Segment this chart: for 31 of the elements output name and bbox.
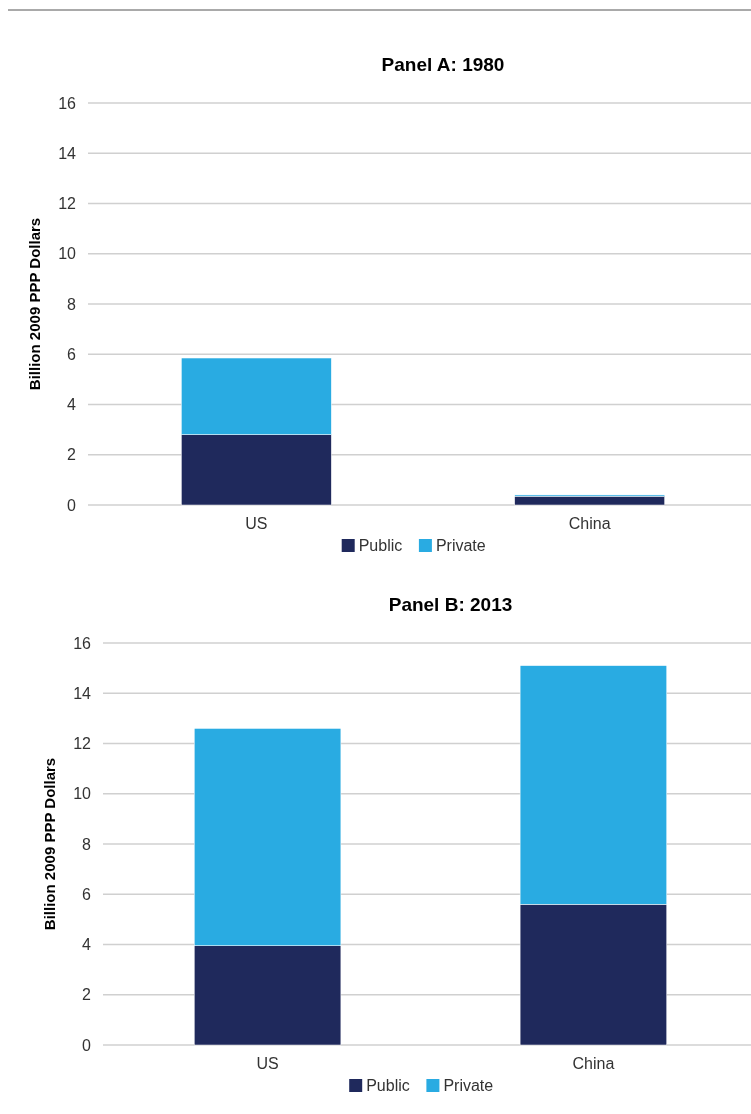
legend-label: Public	[366, 1077, 410, 1094]
x-tick-label: US	[245, 515, 268, 532]
y-tick-label: 10	[58, 245, 77, 263]
y-tick-label: 6	[67, 345, 77, 363]
y-tick-label: 12	[58, 195, 77, 213]
x-tick-label: China	[568, 515, 611, 532]
y-axis-title: Billion 2009 PPP Dollars	[26, 217, 43, 391]
chart-title: Panel B: 2013	[388, 594, 513, 615]
y-tick-label: 0	[82, 1036, 92, 1054]
y-tick-label: 16	[73, 634, 92, 652]
chart-title: Panel A: 1980	[381, 54, 505, 75]
y-tick-label: 4	[67, 396, 77, 414]
y-axis-title: Billion 2009 PPP Dollars	[41, 757, 58, 931]
bar	[514, 495, 665, 506]
y-tick-label: 16	[58, 94, 77, 112]
y-tick-label: 4	[82, 936, 92, 954]
y-tick-label: 2	[82, 986, 92, 1004]
y-tick-label: 6	[82, 885, 92, 903]
y-tick-label: 14	[58, 144, 77, 162]
y-tick-label: 2	[67, 446, 77, 464]
x-tick-label: US	[256, 1055, 279, 1072]
x-tick-label: China	[572, 1055, 615, 1072]
legend-label: Public	[358, 537, 403, 554]
y-tick-label: 0	[67, 496, 77, 514]
y-tick-label: 12	[73, 735, 92, 753]
legend-label: Private	[435, 537, 486, 554]
y-tick-label: 14	[73, 684, 92, 702]
y-tick-label: 8	[82, 835, 92, 853]
legend-label: Private	[443, 1077, 494, 1094]
y-tick-label: 8	[67, 295, 77, 313]
y-tick-label: 10	[73, 785, 92, 803]
